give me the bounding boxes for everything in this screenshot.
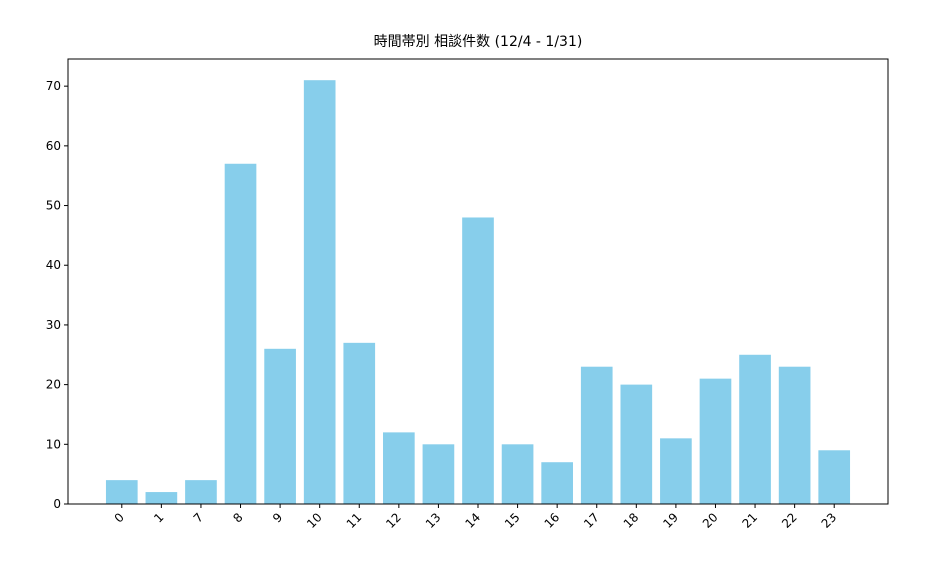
bar (620, 384, 653, 504)
x-tick-label: 21 (739, 510, 760, 531)
x-tick-label: 8 (230, 510, 245, 525)
bar (660, 438, 692, 504)
bar (818, 450, 851, 504)
y-tick-label: 60 (46, 139, 61, 153)
x-tick-label: 10 (304, 510, 325, 531)
x-tick-label: 12 (383, 510, 404, 531)
y-tick-label: 20 (46, 378, 61, 392)
y-tick-label: 30 (46, 318, 61, 332)
x-tick-label: 20 (700, 510, 721, 531)
plot-frame (67, 58, 889, 505)
bar (580, 366, 613, 504)
bar (739, 354, 771, 504)
x-tick-label: 9 (270, 510, 285, 525)
bar (422, 444, 455, 504)
x-tick-label: 15 (502, 510, 523, 531)
x-tick-label: 18 (621, 510, 642, 531)
y-tick-label: 40 (46, 258, 61, 272)
y-tick-label: 0 (53, 497, 61, 511)
x-tick-label: 22 (779, 510, 800, 531)
y-tick-label: 50 (46, 199, 61, 213)
bar (501, 444, 534, 504)
bar (699, 378, 732, 504)
bar (462, 217, 494, 504)
bar (303, 80, 336, 504)
x-tick-label: 0 (112, 510, 127, 525)
x-tick-label: 16 (542, 510, 563, 531)
x-tick-label: 7 (191, 510, 206, 525)
bar (224, 163, 257, 504)
bar (778, 366, 811, 504)
bar (145, 492, 178, 504)
bar (185, 480, 217, 504)
x-tick-label: 23 (819, 510, 840, 531)
bar (383, 432, 415, 504)
bar (105, 480, 138, 504)
y-tick-label: 10 (46, 437, 61, 451)
bar (541, 462, 573, 504)
x-tick-label: 13 (423, 510, 444, 531)
x-tick-label: 19 (660, 510, 681, 531)
bar (264, 348, 296, 504)
x-tick-label: 17 (581, 510, 602, 531)
x-tick-label: 14 (462, 510, 483, 531)
bar (343, 342, 376, 504)
x-tick-label: 11 (344, 510, 365, 531)
y-tick-label: 70 (46, 79, 61, 93)
chart-title: 時間帯別 相談件数 (12/4 - 1/31) (374, 34, 583, 50)
x-tick-label: 1 (151, 510, 166, 525)
